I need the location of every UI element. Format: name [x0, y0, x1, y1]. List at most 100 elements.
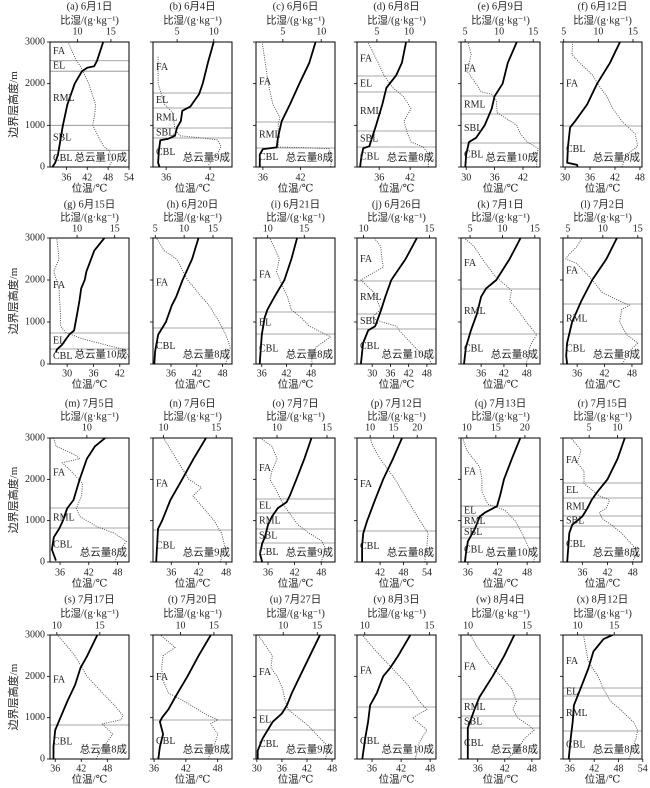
q-tick-label: 5 — [463, 27, 468, 38]
potential-temperature-profile — [258, 42, 317, 167]
panel-title: (a) 6月1日 — [67, 1, 113, 13]
potential-temperature-profile — [566, 438, 626, 562]
cloud-cover-label: 总云量8成 — [491, 348, 539, 361]
panel-title: (o) 7月7日 — [272, 398, 318, 410]
q-tick-label: 5 — [468, 224, 473, 235]
q-tick-label: 15 — [628, 27, 638, 38]
q-tick-label: 10 — [463, 621, 473, 632]
layer-label: FA — [53, 468, 66, 479]
layer-label: CBL — [53, 153, 72, 164]
theta-tick-label: 42 — [290, 568, 300, 579]
layer-label: FA — [360, 666, 373, 677]
height-tick-label: 1000 — [25, 120, 45, 131]
plot-frame — [49, 437, 130, 563]
theta-tick-label: 48 — [627, 369, 637, 380]
layer-label: CBL — [53, 736, 72, 747]
potential-temperature-profile — [256, 635, 321, 759]
specific-humidity-axis-label: 比湿/(g·kg⁻¹) — [471, 211, 530, 224]
q-tick-label: 10 — [613, 423, 623, 434]
layer-label: EL — [259, 715, 271, 726]
potential-temperature-profile — [157, 635, 212, 759]
cloud-cover-label: 总云量8成 — [286, 151, 334, 164]
potential-temperature-profile — [463, 438, 522, 562]
layer-label: FA — [259, 463, 272, 474]
theta-tick-label: 42 — [589, 764, 599, 775]
q-tick-label: 10 — [573, 621, 583, 632]
layer-label: EL — [53, 336, 65, 347]
specific-humidity-profile — [53, 238, 129, 363]
layer-label: CBL — [566, 144, 585, 155]
potential-temperature-axis-label: 位温/℃ — [72, 182, 108, 195]
layer-label: FA — [464, 64, 477, 75]
specific-humidity-profile — [156, 238, 231, 364]
potential-temperature-profile — [464, 42, 518, 167]
plot-frame — [562, 634, 643, 760]
potential-temperature-axis-label: 位温/℃ — [175, 773, 211, 786]
plot-frame — [255, 634, 336, 760]
theta-tick-label: 48 — [218, 369, 228, 380]
layer-label: EL — [566, 686, 578, 697]
specific-humidity-axis-label: 比湿/(g·kg⁻¹) — [266, 410, 325, 423]
theta-tick-label: 42 — [205, 173, 215, 184]
potential-temperature-axis-label: 位温/℃ — [72, 378, 108, 391]
cloud-cover-label: 总云量9成 — [286, 546, 334, 559]
potential-temperature-axis-label: 位温/℃ — [585, 773, 621, 786]
height-axis-label: 边界层高度/m — [6, 466, 20, 533]
panel-title: (h) 6月20日 — [167, 199, 219, 211]
q-tick-label: 5 — [175, 27, 180, 38]
potential-temperature-profile — [359, 42, 408, 167]
panel-title: (c) 6月6日 — [273, 1, 319, 13]
specific-humidity-profile — [157, 56, 222, 166]
cloud-cover-label: 总云量8成 — [80, 546, 128, 559]
layer-label: FA — [156, 62, 169, 73]
layer-label: SBL — [464, 527, 482, 538]
height-tick-label: 3000 — [25, 630, 45, 641]
theta-tick-label: 48 — [614, 764, 624, 775]
theta-tick-label: 54 — [422, 568, 432, 579]
potential-temperature-profile — [55, 238, 106, 353]
theta-tick-label: 42 — [76, 764, 86, 775]
cloud-cover-label: 总云量10成 — [486, 151, 539, 164]
potential-temperature-axis-label: 位温/℃ — [175, 378, 211, 391]
height-tick-label: 2000 — [25, 275, 45, 286]
q-tick-label: 20 — [520, 423, 530, 434]
q-tick-label: 10 — [404, 27, 414, 38]
theta-tick-label: 42 — [375, 568, 385, 579]
q-tick-label: 5 — [587, 423, 592, 434]
panel-title: (j) 6月26日 — [372, 199, 421, 211]
specific-humidity-axis-label: 比湿/(g·kg⁻¹) — [573, 607, 632, 620]
theta-tick-label: 36 — [50, 764, 60, 775]
q-tick-label: 15 — [389, 423, 399, 434]
theta-tick-label: 36 — [257, 369, 267, 380]
theta-tick-label: 36 — [166, 369, 176, 380]
theta-tick-label: 48 — [327, 764, 337, 775]
theta-tick-label: 30 — [560, 173, 570, 184]
height-tick-label: 0 — [40, 557, 45, 568]
q-tick-label: 15 — [424, 224, 434, 235]
theta-tick-label: 48 — [306, 369, 316, 380]
q-tick-label: 15 — [208, 224, 218, 235]
layer-label: CBL — [464, 344, 483, 355]
theta-tick-label: 36 — [367, 764, 377, 775]
panel-title: (q) 7月13日 — [475, 398, 527, 410]
height-tick-label: 2000 — [25, 671, 45, 682]
specific-humidity-profile — [257, 635, 329, 759]
layer-label: FA — [53, 280, 66, 291]
layer-label: SBL — [156, 128, 174, 139]
panel-title: (v) 8月3日 — [373, 594, 419, 606]
theta-tick-label: 36 — [572, 369, 582, 380]
theta-tick-label: 36 — [149, 764, 159, 775]
layer-label: FA — [259, 270, 272, 281]
q-tick-label: 10 — [365, 423, 375, 434]
potential-temperature-axis-label: 位温/℃ — [379, 182, 415, 195]
plot-frame — [49, 634, 130, 760]
potential-temperature-profile — [155, 438, 207, 562]
panel-title: (p) 7月12日 — [371, 398, 423, 410]
layer-label: RML — [464, 702, 486, 713]
layer-label: CBL — [464, 150, 483, 161]
cloud-cover-label: 总云量8成 — [593, 348, 641, 361]
height-tick-label: 2000 — [25, 78, 45, 89]
